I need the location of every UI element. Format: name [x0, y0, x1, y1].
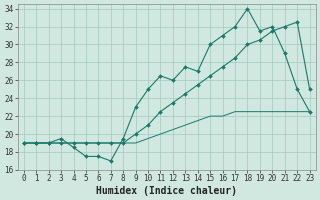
X-axis label: Humidex (Indice chaleur): Humidex (Indice chaleur) — [96, 186, 237, 196]
